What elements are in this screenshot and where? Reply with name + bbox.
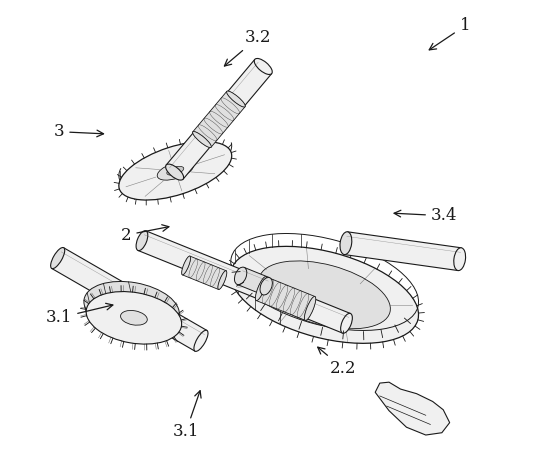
Text: 3.1: 3.1: [172, 391, 201, 440]
Text: 3.4: 3.4: [394, 207, 458, 225]
Ellipse shape: [218, 271, 227, 290]
Ellipse shape: [119, 142, 232, 200]
Text: 2.2: 2.2: [318, 347, 356, 377]
Ellipse shape: [182, 256, 191, 275]
Ellipse shape: [226, 91, 245, 107]
Ellipse shape: [167, 166, 184, 175]
Ellipse shape: [165, 164, 184, 180]
Polygon shape: [193, 91, 245, 147]
Text: 1: 1: [429, 18, 470, 50]
Ellipse shape: [454, 248, 466, 271]
Ellipse shape: [194, 330, 208, 351]
Ellipse shape: [84, 282, 179, 334]
Ellipse shape: [231, 246, 419, 343]
Ellipse shape: [254, 59, 272, 75]
Polygon shape: [237, 267, 270, 295]
Ellipse shape: [340, 232, 352, 254]
Text: 3.2: 3.2: [224, 29, 271, 66]
Ellipse shape: [192, 131, 211, 148]
Ellipse shape: [51, 248, 65, 269]
Ellipse shape: [136, 230, 148, 251]
Polygon shape: [344, 232, 461, 271]
Ellipse shape: [259, 261, 390, 329]
Ellipse shape: [260, 278, 272, 295]
Polygon shape: [138, 231, 350, 333]
Text: 2: 2: [121, 225, 169, 243]
Ellipse shape: [234, 267, 247, 284]
Polygon shape: [375, 382, 450, 435]
Ellipse shape: [86, 291, 182, 344]
Ellipse shape: [341, 313, 353, 333]
Text: 3.1: 3.1: [46, 303, 113, 326]
Ellipse shape: [305, 296, 316, 320]
Polygon shape: [166, 59, 272, 179]
Ellipse shape: [157, 161, 194, 180]
Ellipse shape: [255, 277, 267, 301]
Polygon shape: [256, 277, 315, 320]
Polygon shape: [52, 248, 207, 351]
Text: 3: 3: [54, 123, 103, 140]
Ellipse shape: [121, 310, 147, 325]
Polygon shape: [182, 256, 226, 290]
